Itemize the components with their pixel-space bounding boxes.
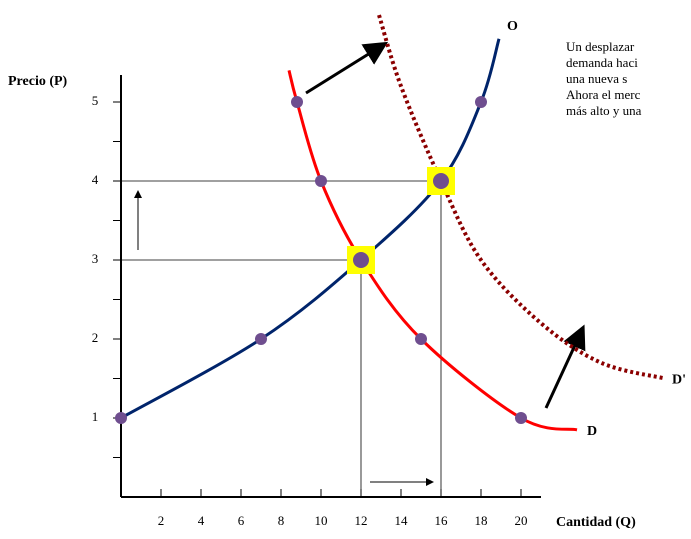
- point: [291, 96, 303, 108]
- x-tick-label: 8: [278, 513, 285, 528]
- y-axis-label: Precio (P): [8, 74, 68, 89]
- point: [515, 412, 527, 424]
- series-label: D: [587, 424, 597, 439]
- x-tick-label: 16: [435, 513, 449, 528]
- series-label: O: [507, 19, 518, 34]
- note-line: demanda haci: [566, 55, 638, 70]
- point: [475, 96, 487, 108]
- y-tick-label: 4: [92, 172, 99, 187]
- note-line: Ahora el merc: [566, 87, 641, 102]
- curve: [377, 14, 666, 381]
- y-tick-label: 2: [92, 330, 99, 345]
- note-line: una nueva s: [566, 71, 627, 86]
- point: [415, 333, 427, 345]
- arrows: [134, 41, 586, 486]
- x-tick-label: 18: [475, 513, 488, 528]
- note-line: Un desplazar: [566, 39, 635, 54]
- x-axis-label: Cantidad (Q): [556, 515, 636, 530]
- point: [115, 412, 127, 424]
- note-line: más alto y una: [566, 103, 642, 118]
- equilibrium-dot: [353, 252, 369, 268]
- y-tick-label: 1: [92, 409, 99, 424]
- point: [255, 333, 267, 345]
- y-tick-label: 3: [92, 251, 99, 266]
- curve: [287, 70, 578, 432]
- x-tick-label: 10: [315, 513, 328, 528]
- x-tick-label: 4: [198, 513, 205, 528]
- x-tick-label: 20: [515, 513, 528, 528]
- x-tick-label: 12: [355, 513, 368, 528]
- curve: [120, 38, 501, 420]
- series-label: D': [672, 373, 686, 388]
- x-tick-label: 14: [395, 513, 409, 528]
- x-tick-label: 6: [238, 513, 245, 528]
- equilibrium-dot: [433, 173, 449, 189]
- x-tick-label: 2: [158, 513, 165, 528]
- y-tick-label: 5: [92, 93, 99, 108]
- point: [315, 175, 327, 187]
